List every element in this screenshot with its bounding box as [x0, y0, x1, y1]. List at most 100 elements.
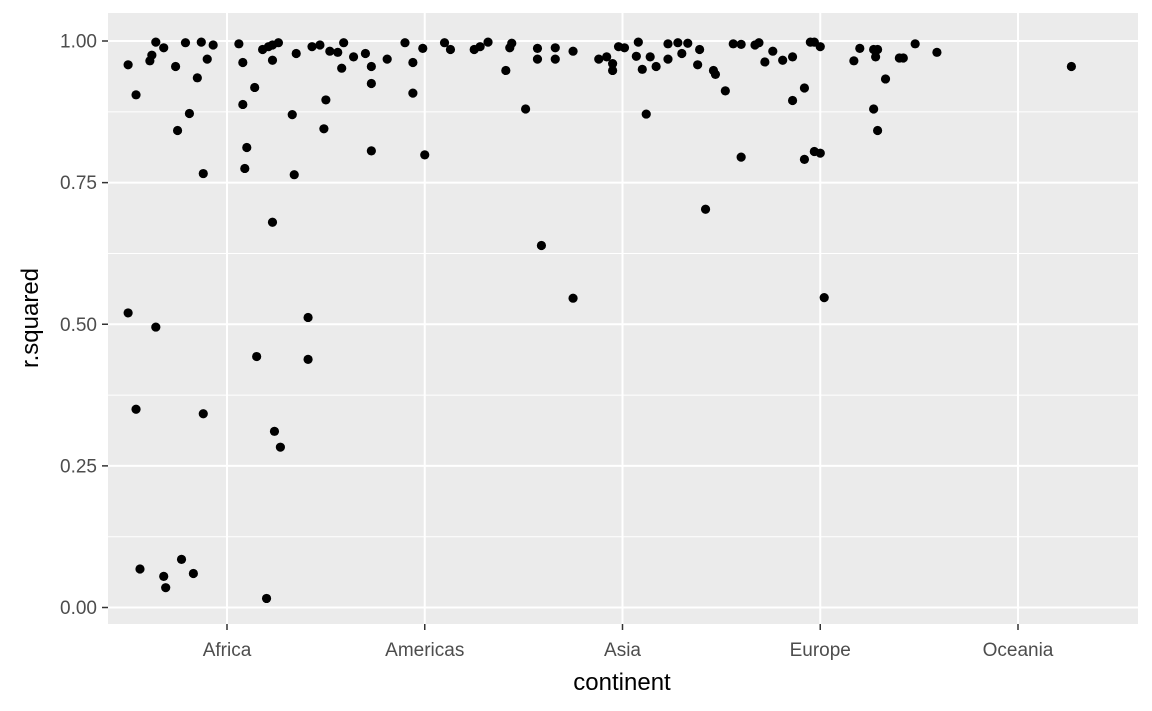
- data-point: [252, 351, 262, 362]
- y-tick-label: 0.75: [60, 173, 97, 194]
- data-point: [135, 564, 145, 574]
- data-point: [147, 50, 157, 60]
- data-point: [131, 90, 141, 100]
- data-point: [161, 583, 171, 593]
- data-point: [420, 150, 430, 160]
- data-point: [188, 568, 198, 579]
- data-point: [123, 60, 133, 70]
- data-point: [869, 104, 879, 114]
- y-tick-label: 0.00: [60, 598, 97, 619]
- data-point: [683, 38, 693, 48]
- data-points: [123, 37, 1076, 604]
- data-point: [819, 293, 829, 303]
- data-point: [633, 37, 643, 47]
- data-point: [319, 124, 329, 134]
- data-point: [192, 73, 202, 83]
- data-point: [619, 43, 630, 53]
- data-point: [594, 54, 604, 64]
- data-point: [170, 61, 181, 72]
- data-point: [184, 108, 195, 119]
- data-point: [778, 55, 788, 65]
- data-point: [159, 571, 169, 581]
- data-point: [880, 74, 891, 84]
- x-tick-label: Africa: [203, 640, 252, 661]
- data-point: [208, 40, 218, 50]
- data-point: [568, 46, 578, 56]
- x-tick-label: Oceania: [983, 640, 1054, 661]
- data-point: [760, 57, 770, 67]
- data-point: [507, 38, 517, 48]
- data-point: [366, 146, 376, 156]
- data-point: [637, 64, 647, 74]
- data-point: [408, 88, 418, 98]
- data-point: [202, 54, 212, 64]
- data-point: [180, 38, 191, 48]
- data-point: [315, 40, 325, 50]
- data-point: [250, 82, 260, 93]
- x-tick-label: Europe: [790, 640, 851, 661]
- data-point: [608, 65, 618, 76]
- data-point: [291, 48, 301, 59]
- x-tick-label: Asia: [604, 640, 641, 661]
- data-point: [400, 38, 410, 48]
- data-point: [325, 46, 335, 56]
- data-point: [754, 38, 764, 48]
- data-point: [339, 38, 349, 48]
- data-point: [321, 95, 331, 105]
- data-point: [176, 554, 187, 564]
- data-point: [408, 57, 418, 68]
- data-point: [172, 125, 183, 136]
- data-point: [532, 43, 543, 53]
- data-point: [641, 109, 651, 119]
- data-point: [287, 110, 297, 120]
- data-point: [550, 54, 560, 64]
- data-point: [728, 39, 738, 49]
- data-point: [651, 61, 661, 72]
- data-point: [307, 42, 317, 52]
- data-point: [536, 240, 547, 251]
- data-point: [238, 57, 248, 68]
- y-axis-ticks: 0.00 0.25 0.50 0.75 1.00: [60, 32, 108, 619]
- data-point: [303, 312, 313, 323]
- data-point: [198, 168, 208, 179]
- data-point: [799, 154, 810, 164]
- data-point: [787, 95, 798, 106]
- y-tick-label: 0.50: [60, 315, 97, 336]
- data-point: [261, 593, 272, 604]
- data-point: [815, 42, 825, 52]
- data-point: [333, 47, 343, 57]
- data-point: [275, 442, 285, 452]
- data-point: [693, 60, 703, 70]
- data-point: [932, 47, 942, 57]
- data-point: [366, 61, 376, 72]
- data-point: [267, 217, 278, 227]
- data-point: [663, 39, 673, 49]
- data-point: [337, 63, 347, 73]
- data-point: [418, 43, 428, 53]
- data-point: [608, 59, 618, 69]
- x-axis-ticks: Africa Americas Asia Europe Oceania: [203, 624, 1054, 661]
- data-point: [303, 354, 313, 364]
- data-point: [483, 37, 493, 47]
- data-point: [855, 43, 865, 53]
- data-point: [799, 83, 810, 93]
- data-point: [815, 148, 825, 158]
- data-point: [787, 52, 798, 62]
- y-tick-label: 0.25: [60, 456, 97, 477]
- data-point: [445, 44, 456, 55]
- data-point: [501, 65, 511, 76]
- data-point: [131, 404, 141, 414]
- data-point: [720, 86, 730, 96]
- data-point: [263, 42, 274, 52]
- data-point: [532, 54, 543, 64]
- data-point: [872, 125, 883, 136]
- data-point: [663, 54, 673, 64]
- data-point: [736, 39, 746, 49]
- data-point: [123, 308, 133, 318]
- data-point: [631, 51, 641, 61]
- data-point: [269, 426, 280, 436]
- data-point: [475, 42, 485, 52]
- data-point: [242, 142, 252, 153]
- data-point: [151, 322, 161, 332]
